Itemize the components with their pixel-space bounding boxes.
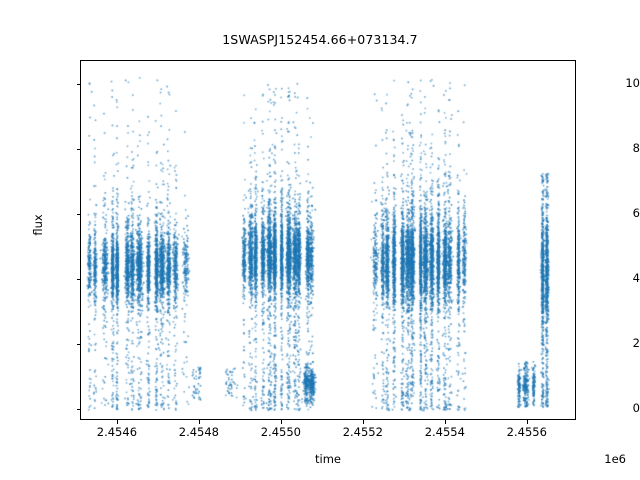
x-axis-label: time: [315, 452, 341, 466]
y-tick-label: 2: [632, 335, 640, 350]
x-tick-label: 2.4546: [96, 425, 138, 439]
x-tick-label: 2.4556: [506, 425, 547, 439]
y-tick-label: 0: [632, 400, 640, 415]
x-tick-mark: [280, 420, 282, 424]
x-tick-label: 2.4548: [178, 425, 219, 439]
y-tick-mark: [76, 408, 81, 410]
x-tick-mark: [526, 420, 528, 424]
y-tick-label: 4: [632, 270, 640, 285]
x-tick-label: 2.4550: [260, 425, 301, 439]
x-axis-offset-label: 1e6: [604, 452, 626, 466]
scatter-data-layer: [81, 61, 577, 421]
y-tick-mark: [76, 278, 81, 280]
y-tick-mark: [76, 214, 81, 216]
y-tick-label: 6: [632, 206, 640, 221]
x-tick-mark: [444, 420, 446, 424]
y-tick-label: 8: [632, 141, 640, 156]
y-tick-label: 10: [625, 76, 640, 91]
y-axis-label: flux: [31, 214, 45, 236]
y-tick-mark: [76, 84, 81, 86]
plot-axes-frame: [80, 60, 577, 421]
y-tick-mark: [76, 343, 81, 345]
x-tick-mark: [362, 420, 364, 424]
page-title: 1SWASPJ152454.66+073134.7: [222, 32, 418, 47]
x-tick-mark: [198, 420, 200, 424]
y-tick-mark: [76, 149, 81, 151]
x-tick-label: 2.4554: [424, 425, 465, 439]
x-tick-mark: [116, 420, 118, 424]
x-tick-label: 2.4552: [342, 425, 383, 439]
